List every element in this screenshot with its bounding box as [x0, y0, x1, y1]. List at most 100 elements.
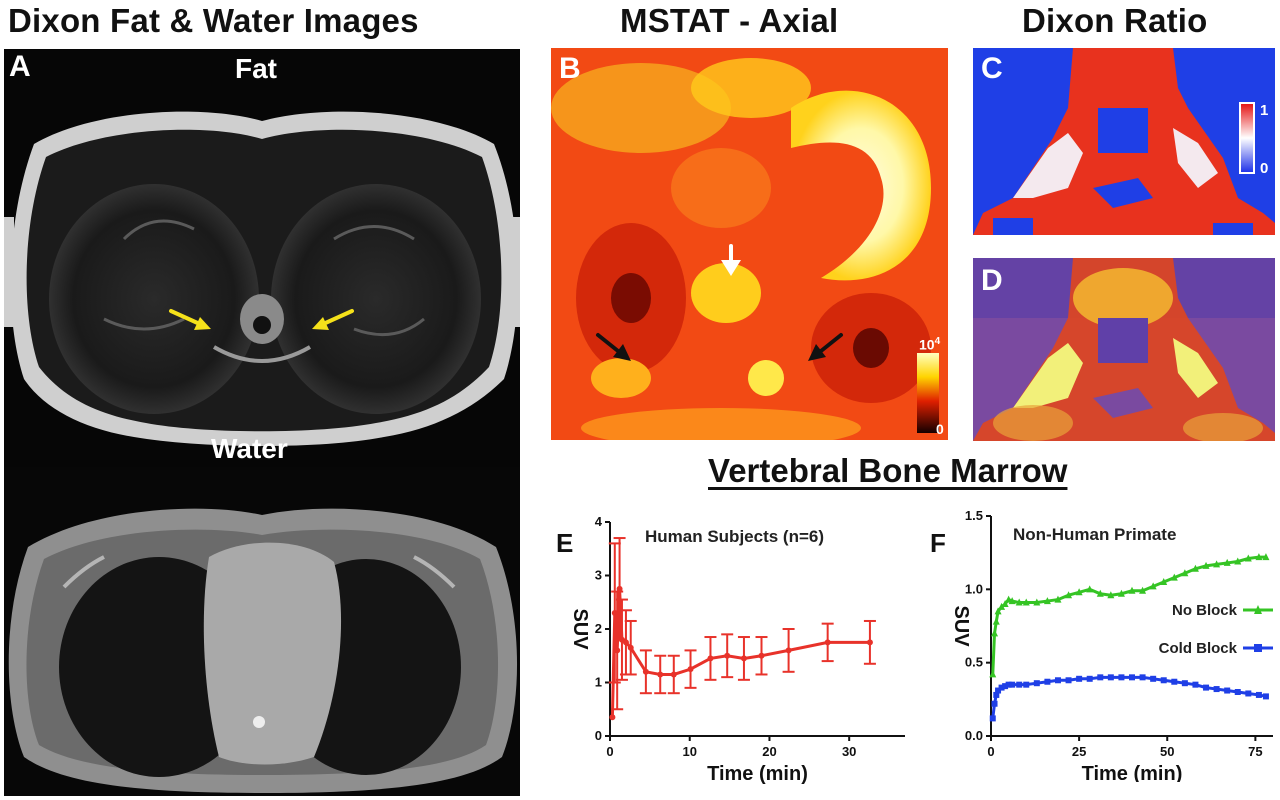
chart-f-data-point	[1181, 680, 1188, 687]
chart-f-data-point	[1150, 675, 1157, 682]
heading-vertebral-bone-marrow: Vertebral Bone Marrow	[708, 452, 1068, 489]
chart-e-data-point	[622, 639, 629, 646]
dixon-ratio-image	[973, 48, 1275, 235]
chart-f-data-point	[998, 602, 1006, 610]
chart-e-data-point	[824, 639, 831, 646]
chart-f-data-point	[1044, 678, 1051, 685]
chart-f-y-tick-label: 1.5	[965, 508, 983, 523]
panel-c-dixon-ratio-map: C 1 0	[973, 48, 1275, 235]
chart-f-data-point	[1107, 591, 1115, 599]
chart-f-data-point	[1023, 681, 1030, 688]
chart-f-legend-marker	[1254, 644, 1262, 652]
chart-f-legend-label: Cold Block	[1159, 640, 1238, 657]
chart-f-data-point	[1213, 560, 1221, 568]
chart-f-data-point	[1255, 691, 1262, 698]
chart-f-data-point	[1086, 585, 1094, 593]
chart-f-data-point	[1117, 589, 1125, 597]
chart-f-data-point	[1065, 677, 1072, 684]
chart-f-data-point	[1170, 573, 1178, 581]
mstat-colorbar-min: 0	[936, 421, 944, 437]
panel-letter-e: E	[556, 528, 574, 558]
chart-f-data-point	[992, 617, 1000, 625]
mstat-colorbar-max: 104	[919, 336, 941, 353]
chart-f-data-point	[989, 715, 996, 722]
chart-f-data-point	[1005, 681, 1012, 688]
panel-b-mstat-heatmap: B 104 0	[551, 48, 948, 440]
chart-f-data-point	[1262, 553, 1270, 561]
chart-f-data-point	[1262, 693, 1269, 700]
panel-a-fat-water-mri: A Fat Water	[4, 49, 520, 796]
chart-f-data-point	[1097, 674, 1104, 681]
chart-e-data-point	[611, 609, 618, 616]
panel-letter-c: C	[981, 52, 1003, 85]
chart-e-y-axis-label: SUV	[569, 608, 591, 650]
chart-f-data-point	[1202, 561, 1210, 569]
chart-f-data-point	[1234, 557, 1242, 565]
heading-dixon-ratio: Dixon Ratio	[1022, 2, 1208, 39]
chart-f-x-axis-label: Time (min)	[1082, 763, 1183, 782]
chart-f-y-tick-label: 0.5	[965, 655, 983, 670]
chart-f-data-point	[1245, 690, 1252, 697]
chart-f-data-point	[1015, 598, 1023, 606]
chart-human-subjects: 0 1 2 3 4 0 10 20 30 Time (min) SUV Human Subjects …	[569, 514, 905, 785]
chart-e-x-axis-label: Time (min)	[707, 763, 808, 785]
chart-f-data-point	[1203, 684, 1210, 691]
chart-e-data-point	[724, 652, 731, 659]
chart-f-data-point	[1016, 681, 1023, 688]
chart-f-data-point	[1139, 674, 1146, 681]
chart-e-data-point	[642, 668, 649, 675]
chart-f-data-point	[1008, 597, 1016, 605]
chart-f-data-point	[994, 607, 1002, 615]
mstat-colorbar	[917, 353, 939, 433]
chart-f-data-point	[998, 684, 1005, 691]
chart-f-data-point	[1033, 680, 1040, 687]
chart-e-y-tick-label: 2	[595, 621, 602, 636]
chart-f-data-point	[1244, 554, 1252, 562]
dixon-ratio-colorbar-min: 0	[1260, 160, 1269, 177]
chart-e-title: Human Subjects (n=6)	[645, 527, 824, 546]
chart-f-x-tick-label: 50	[1160, 744, 1174, 759]
chart-e-data-point	[687, 666, 694, 673]
panel-d-overlay-map: D	[973, 258, 1275, 441]
panel-letter-a: A	[9, 50, 31, 83]
dixon-ratio-colorbar	[1239, 102, 1255, 174]
chart-f-data-point	[1086, 675, 1093, 682]
chart-f-data-point	[1001, 600, 1009, 607]
overlay-image	[973, 258, 1275, 441]
chart-e-data-point	[609, 714, 616, 721]
chart-e-data-point	[707, 655, 714, 662]
chart-f-data-point	[1076, 675, 1083, 682]
chart-e-data-point	[627, 644, 634, 651]
heading-mstat-axial: MSTAT - Axial	[620, 2, 839, 39]
chart-f-data-point	[1118, 674, 1125, 681]
chart-f-data-point	[1054, 677, 1061, 684]
chart-f-data-point	[995, 687, 1002, 694]
chart-e-data-point	[785, 647, 792, 654]
chart-f-data-point	[1107, 674, 1114, 681]
chart-e-data-point	[616, 585, 623, 592]
chart-f-legend-marker	[1254, 605, 1262, 614]
chart-f-data-point	[1255, 553, 1263, 561]
chart-e-y-tick-label: 0	[595, 728, 602, 743]
chart-f-data-point	[1054, 595, 1062, 603]
chart-f-data-point	[1213, 686, 1220, 693]
fat-mri-image	[4, 49, 520, 467]
chart-e-data-point	[758, 652, 765, 659]
chart-f-data-point	[1160, 677, 1167, 684]
chart-f-data-point	[1181, 569, 1189, 577]
chart-f-data-point	[1065, 591, 1073, 599]
panel-letter-f: F	[930, 528, 946, 558]
chart-f-data-point	[1128, 586, 1136, 594]
chart-e-y-tick-label: 1	[595, 675, 602, 690]
chart-f-data-point	[993, 691, 1000, 698]
chart-e-data-point	[866, 639, 873, 646]
chart-f-x-tick-label: 25	[1072, 744, 1086, 759]
chart-f-data-point	[1234, 689, 1241, 695]
chart-f-data-point	[1224, 687, 1231, 694]
chart-e-data-point	[614, 647, 621, 654]
chart-e-series-line	[610, 588, 870, 718]
chart-f-data-point	[991, 700, 998, 707]
chart-f-data-point	[1191, 564, 1199, 572]
chart-f-data-point	[1096, 589, 1104, 597]
panel-letter-d: D	[981, 264, 1003, 297]
